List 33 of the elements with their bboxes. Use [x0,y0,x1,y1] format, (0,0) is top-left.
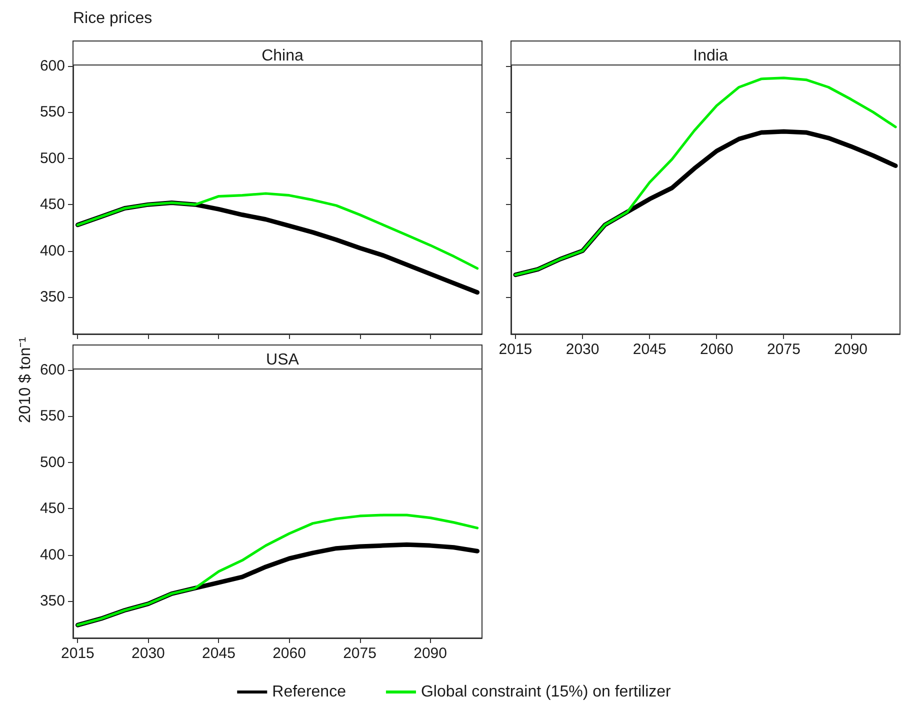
x-tick-label: 2030 [132,645,165,662]
y-tick-label: 400 [40,242,65,260]
x-tick-label: 2060 [272,645,306,662]
legend-label: Reference [272,684,346,700]
y-tick-label: 450 [40,500,65,518]
y-tick-label: 550 [40,408,65,425]
x-tick-label: 2030 [566,341,600,358]
x-tick-label: 2090 [834,341,868,358]
x-tick-label: 2015 [61,645,94,662]
chart-title: USA [266,352,300,368]
x-tick-label: 2090 [414,645,447,662]
text: Rice prices [73,10,152,28]
y-tick-label: 400 [40,546,65,564]
x-tick-label: 2015 [498,341,532,358]
x-tick-label: 2075 [343,645,376,662]
y-tick-label: 500 [40,454,65,471]
y-axis-title: 2010 $ ton⁻¹ [16,337,35,423]
y-tick-label: 550 [40,104,65,121]
y-tick-label: 450 [40,196,65,214]
x-tick-label: 2045 [202,645,236,662]
line-series [76,192,479,270]
chart-title: China [262,48,304,64]
y-tick-label: 600 [40,361,65,378]
y-tick-label: 500 [40,150,65,167]
x-tick-label: 2045 [632,341,666,358]
x-tick-label: 2075 [767,341,800,358]
legend-label: Global constraint (15%) on fertilizer [420,684,672,700]
y-tick-label: 350 [40,288,65,306]
line-series [76,514,479,626]
y-tick-label: 600 [40,57,65,74]
x-tick-label: 2060 [700,341,734,358]
y-tick-label: 350 [40,592,65,610]
chart-title: India [693,48,728,64]
